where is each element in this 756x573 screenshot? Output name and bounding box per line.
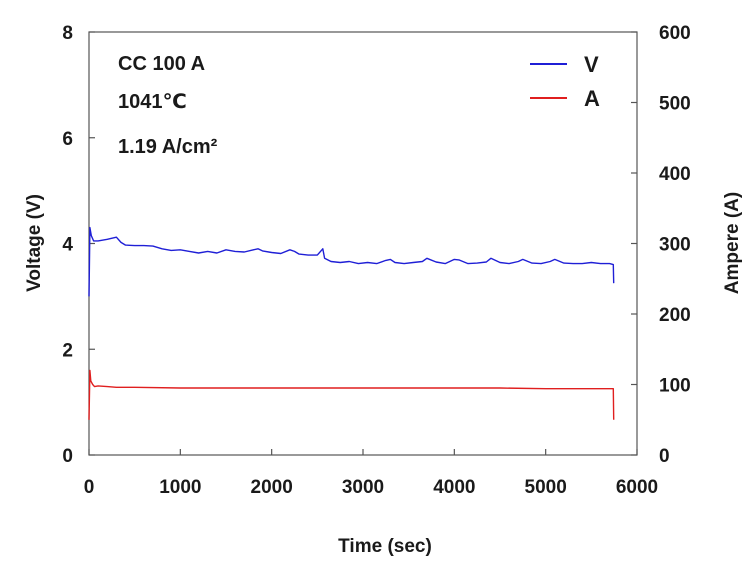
y-left-tick-label: 8 [62, 23, 73, 44]
x-tick-label: 5000 [525, 477, 567, 498]
series-line-v [88, 226, 615, 297]
series-line-a [88, 369, 615, 420]
annotation-temperature: 1041℃ [118, 91, 187, 113]
y-right-tick-label: 600 [659, 23, 691, 44]
y-left-tick-label: 2 [62, 340, 73, 361]
x-tick-label: 4000 [433, 477, 475, 498]
x-axis-title: Time (sec) [338, 536, 432, 557]
y-left-axis-title: Voltage (V) [24, 194, 45, 292]
y-right-axis-title: Ampere (A) [722, 192, 743, 294]
y-right-tick-label: 500 [659, 94, 691, 115]
series-layer [88, 226, 615, 420]
y-right-tick-label: 300 [659, 235, 691, 256]
x-tick-label: 6000 [616, 477, 658, 498]
legend-label-v: V [584, 52, 599, 77]
y-right-tick-label: 0 [659, 446, 670, 467]
y-right-tick-label: 200 [659, 305, 691, 326]
y-left-tick-label: 6 [62, 129, 73, 150]
x-tick-label: 3000 [342, 477, 384, 498]
x-tick-label: 0 [84, 477, 95, 498]
annotation-current: CC 100 A [118, 53, 205, 75]
x-tick-label: 2000 [251, 477, 293, 498]
y-right-axis-ticks: 0 100 200 300 400 500 600 [631, 23, 691, 467]
y-right-tick-label: 100 [659, 376, 691, 397]
y-left-tick-label: 4 [62, 235, 73, 256]
y-right-tick-label: 400 [659, 164, 691, 185]
x-tick-label: 1000 [159, 477, 201, 498]
y-left-tick-label: 0 [62, 446, 73, 467]
legend: V A [530, 52, 600, 111]
legend-label-a: A [584, 86, 600, 111]
annotation-current-density: 1.19 A/cm² [118, 136, 218, 158]
x-axis-ticks: 0 1000 2000 3000 4000 5000 6000 [84, 449, 658, 498]
